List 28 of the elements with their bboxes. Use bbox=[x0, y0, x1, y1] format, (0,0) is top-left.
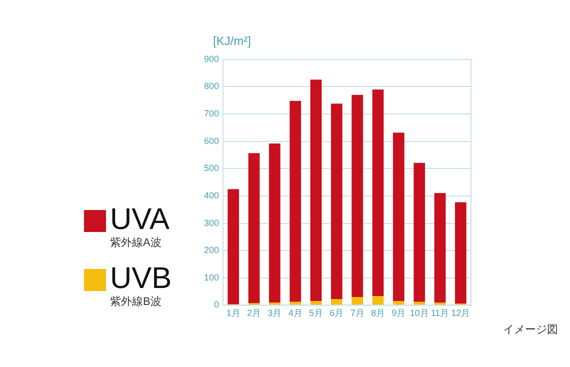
text: 紫外線B波 bbox=[110, 294, 162, 309]
y-tick-label: 0 bbox=[214, 300, 220, 310]
y-tick-label: 500 bbox=[204, 163, 220, 174]
x-tick-label: 5月 bbox=[309, 308, 324, 318]
y-tick-label: 800 bbox=[204, 81, 220, 92]
x-tick-label: 1月 bbox=[226, 308, 240, 318]
y-tick-label: 200 bbox=[204, 245, 220, 256]
text: 紫外線A波 bbox=[110, 236, 162, 250]
legend-label: UVB bbox=[110, 262, 172, 295]
x-tick-label: 3月 bbox=[268, 308, 282, 318]
x-tick-label: 11月 bbox=[430, 308, 450, 318]
x-tick-label: 8月 bbox=[371, 308, 386, 318]
x-tick-label: 4月 bbox=[288, 308, 302, 318]
x-tick-label: 12月 bbox=[451, 308, 470, 318]
y-tick-label: 700 bbox=[204, 108, 220, 119]
y-axis-title: [KJ/m²] bbox=[213, 34, 251, 48]
x-tick-label: 10月 bbox=[410, 308, 429, 318]
x-tick-label: 9月 bbox=[392, 308, 406, 318]
x-tick-label: 6月 bbox=[330, 308, 344, 318]
x-tick-label: 2月 bbox=[247, 308, 262, 318]
y-tick-label: 400 bbox=[204, 190, 220, 200]
y-tick-label: 100 bbox=[204, 272, 220, 282]
y-tick-label: 300 bbox=[204, 218, 220, 228]
x-tick-label: 7月 bbox=[350, 308, 364, 318]
legend-label: UVA bbox=[110, 203, 170, 236]
text: イメージ図 bbox=[503, 323, 558, 337]
y-tick-label: 600 bbox=[204, 136, 220, 146]
y-tick-label: 900 bbox=[204, 54, 220, 64]
